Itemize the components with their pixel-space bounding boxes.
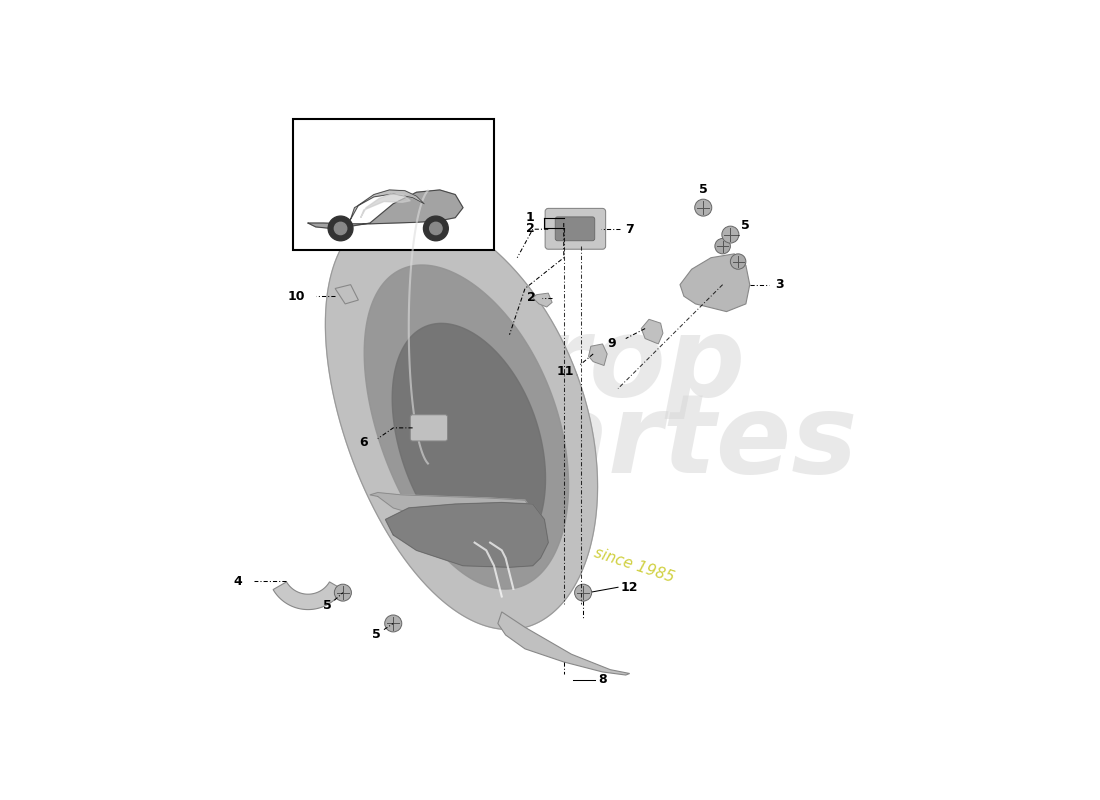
- Text: 5: 5: [698, 183, 707, 197]
- Circle shape: [722, 226, 739, 243]
- Polygon shape: [498, 612, 629, 675]
- Text: artes: artes: [534, 389, 858, 496]
- Circle shape: [430, 222, 442, 234]
- Text: 4: 4: [234, 574, 243, 587]
- Circle shape: [574, 584, 592, 601]
- Circle shape: [334, 222, 346, 234]
- Text: 1: 1: [526, 211, 535, 224]
- Circle shape: [328, 216, 353, 241]
- Text: 5: 5: [741, 219, 750, 232]
- Polygon shape: [273, 582, 343, 610]
- Text: 10: 10: [287, 290, 305, 302]
- Circle shape: [715, 238, 730, 254]
- Polygon shape: [308, 190, 463, 229]
- Polygon shape: [385, 502, 548, 567]
- Bar: [293, 119, 494, 250]
- Polygon shape: [641, 319, 663, 344]
- FancyBboxPatch shape: [410, 414, 448, 441]
- Text: 11: 11: [557, 365, 574, 378]
- Circle shape: [385, 615, 402, 632]
- Text: 5: 5: [372, 629, 381, 642]
- FancyBboxPatch shape: [546, 209, 606, 250]
- Text: 12: 12: [620, 581, 638, 594]
- Polygon shape: [370, 493, 532, 521]
- Text: 8: 8: [598, 673, 607, 686]
- Text: 9: 9: [607, 338, 616, 350]
- Polygon shape: [326, 209, 597, 630]
- Polygon shape: [393, 323, 546, 562]
- Circle shape: [730, 254, 746, 270]
- Circle shape: [695, 199, 712, 216]
- Polygon shape: [532, 293, 552, 307]
- FancyBboxPatch shape: [556, 217, 595, 241]
- Polygon shape: [336, 285, 359, 304]
- Circle shape: [424, 216, 449, 241]
- Text: europ: europ: [382, 312, 746, 419]
- Circle shape: [334, 584, 351, 601]
- Text: 7: 7: [625, 222, 634, 236]
- Polygon shape: [680, 254, 750, 311]
- Text: 3: 3: [774, 278, 783, 291]
- Text: 6: 6: [360, 436, 368, 449]
- Polygon shape: [588, 344, 607, 366]
- Polygon shape: [351, 190, 425, 219]
- Polygon shape: [361, 194, 410, 218]
- Text: 5: 5: [323, 599, 332, 612]
- Text: 2: 2: [527, 291, 536, 304]
- Text: a passion for parts since 1985: a passion for parts since 1985: [452, 500, 675, 586]
- Text: 2: 2: [526, 222, 535, 235]
- Polygon shape: [364, 265, 569, 589]
